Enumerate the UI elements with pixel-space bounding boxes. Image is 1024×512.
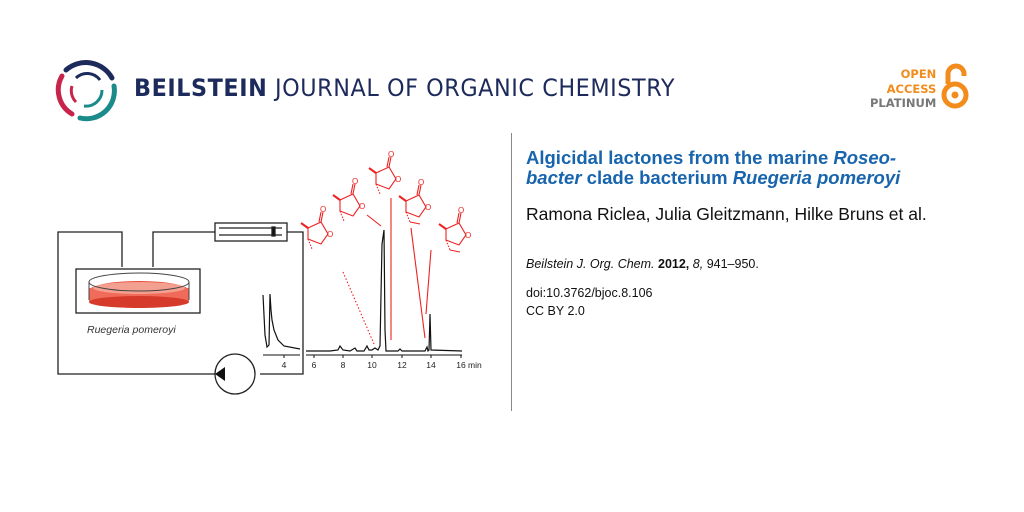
article-title[interactable]: Algicidal lactones from the marine Roseo… [526, 147, 901, 188]
trap-cartridge [214, 222, 288, 242]
organism-label: Ruegeria pomeroyi [87, 324, 176, 336]
peak-connector [366, 214, 382, 227]
lactone-structure-icon: OO [300, 205, 333, 250]
x-tick-label: 10 [367, 360, 377, 370]
lactone-structure-icon: OO [438, 206, 471, 253]
svg-text:O: O [465, 231, 471, 240]
open-access-label: OPEN ACCESS PLATINUM [870, 67, 937, 110]
article-authors: Ramona Riclea, Julia Gleitzmann, Hilke B… [526, 204, 927, 224]
citation: Beilstein J. Org. Chem. 2012, 8, 941–950… [526, 257, 759, 271]
peak-connector [410, 227, 426, 339]
svg-text:O: O [388, 150, 394, 159]
x-tick-label: 8 [341, 360, 346, 370]
petri-dish [88, 272, 190, 308]
svg-text:O: O [458, 206, 464, 215]
chromatogram-trace-main [306, 229, 463, 353]
x-tick-label: 14 [426, 360, 436, 370]
svg-text:O: O [418, 178, 424, 187]
svg-text:O: O [359, 202, 365, 211]
peak-connector [342, 271, 375, 345]
x-tick-label: 4 [282, 360, 287, 370]
lactone-structure-icon: OO [398, 178, 431, 225]
doi-link[interactable]: doi:10.3762/bjoc.8.106 [526, 286, 653, 300]
svg-text:O: O [352, 177, 358, 186]
lactone-structure-icon: OO [368, 150, 401, 195]
open-lock-icon [941, 63, 969, 109]
x-tick-label: 16 [456, 360, 466, 370]
vertical-divider [511, 133, 512, 411]
x-tick-label: 12 [397, 360, 407, 370]
lactone-structure-icon: OO [332, 177, 365, 222]
peak-connector [425, 249, 432, 315]
beilstein-logo-icon [55, 60, 117, 122]
journal-name: BEILSTEIN JOURNAL OF ORGANIC CHEMISTRY [134, 74, 676, 102]
svg-text:O: O [320, 205, 326, 214]
x-unit-label: min [468, 360, 482, 370]
license[interactable]: CC BY 2.0 [526, 304, 585, 318]
chromatogram-trace-early [262, 293, 301, 350]
pump-icon [214, 353, 256, 395]
svg-text:O: O [327, 230, 333, 239]
svg-text:O: O [395, 175, 401, 184]
svg-text:O: O [425, 203, 431, 212]
apparatus-lines [57, 231, 304, 375]
x-tick-label: 6 [312, 360, 317, 370]
